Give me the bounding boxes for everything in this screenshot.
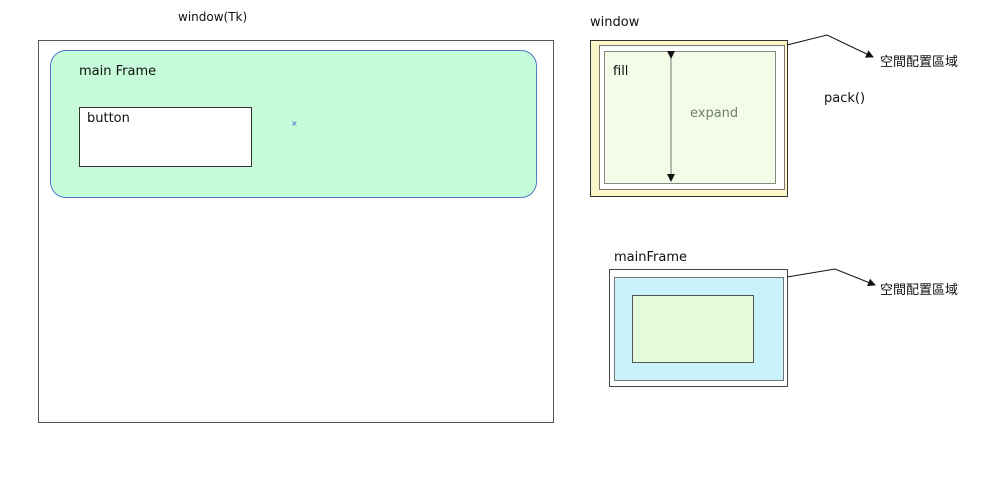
space-connector-top-icon bbox=[786, 34, 874, 58]
fill-label: fill bbox=[613, 64, 629, 79]
button-widget bbox=[79, 107, 252, 167]
cursor-marker-icon: × bbox=[291, 119, 298, 128]
space-connector-bottom-icon bbox=[786, 268, 876, 287]
button-label: button bbox=[87, 111, 130, 126]
space-area-label-bottom: 空間配置區域 bbox=[880, 283, 959, 298]
pack-window-label: window bbox=[590, 15, 640, 30]
mainframe-title: mainFrame bbox=[614, 250, 687, 265]
space-area-label-top: 空間配置區域 bbox=[880, 55, 959, 70]
expand-label: expand bbox=[690, 106, 739, 121]
tk-window-title: window(Tk) bbox=[178, 10, 248, 24]
pack-method-label: pack() bbox=[824, 91, 866, 106]
fill-box bbox=[604, 51, 776, 184]
mainframe-inner-box bbox=[632, 295, 754, 363]
main-frame-label: main Frame bbox=[79, 64, 157, 79]
